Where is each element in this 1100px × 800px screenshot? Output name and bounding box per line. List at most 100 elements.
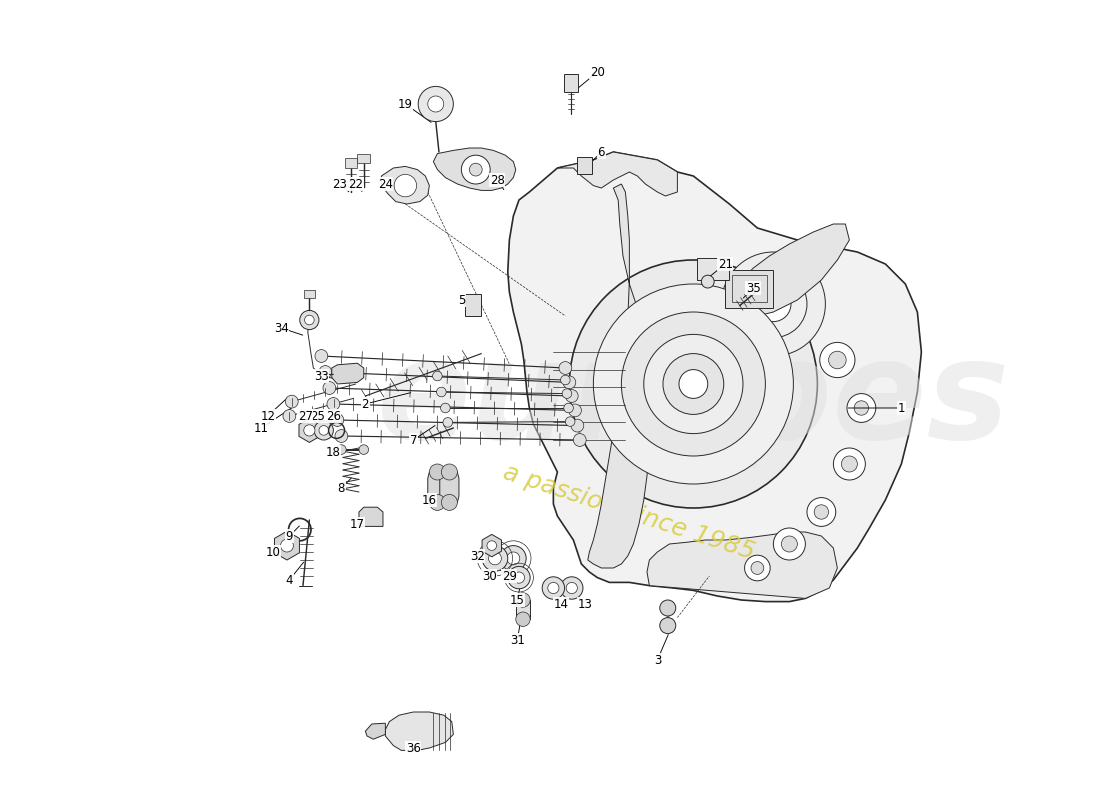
Text: 24: 24 — [378, 178, 393, 190]
Circle shape — [548, 582, 559, 594]
Polygon shape — [440, 472, 459, 502]
Circle shape — [300, 310, 319, 330]
Text: 4: 4 — [286, 574, 293, 586]
Circle shape — [285, 395, 298, 408]
Circle shape — [561, 375, 570, 385]
Circle shape — [855, 401, 869, 415]
Circle shape — [315, 350, 328, 362]
Polygon shape — [587, 184, 652, 568]
Circle shape — [561, 577, 583, 599]
Circle shape — [337, 445, 346, 454]
Bar — [697, 258, 729, 280]
Polygon shape — [508, 152, 922, 602]
Circle shape — [781, 536, 798, 552]
Circle shape — [437, 387, 447, 397]
Bar — [725, 270, 773, 308]
Circle shape — [315, 421, 333, 440]
Circle shape — [542, 577, 564, 599]
Circle shape — [432, 371, 442, 381]
Circle shape — [280, 539, 294, 552]
Text: 8: 8 — [338, 482, 345, 494]
Circle shape — [428, 96, 443, 112]
Text: 9: 9 — [286, 530, 293, 542]
Text: 30: 30 — [482, 570, 497, 582]
Text: 11: 11 — [254, 422, 268, 434]
Bar — [564, 74, 579, 92]
Bar — [358, 154, 371, 163]
Polygon shape — [433, 148, 516, 190]
Text: 33: 33 — [314, 370, 329, 382]
Text: 6: 6 — [597, 146, 605, 158]
Circle shape — [441, 464, 458, 480]
Text: 20: 20 — [590, 66, 605, 78]
Text: 10: 10 — [266, 546, 280, 558]
Circle shape — [569, 404, 582, 417]
Text: 19: 19 — [398, 98, 412, 110]
Circle shape — [359, 445, 369, 454]
Circle shape — [847, 394, 876, 422]
Circle shape — [828, 351, 846, 369]
Text: 18: 18 — [326, 446, 341, 458]
Text: 13: 13 — [578, 598, 593, 610]
Circle shape — [507, 552, 520, 565]
Circle shape — [621, 312, 766, 456]
Circle shape — [773, 528, 805, 560]
Circle shape — [820, 342, 855, 378]
Circle shape — [702, 275, 714, 288]
Circle shape — [516, 593, 530, 607]
Circle shape — [565, 417, 575, 426]
Circle shape — [508, 566, 530, 589]
Circle shape — [470, 163, 482, 176]
Circle shape — [751, 562, 763, 574]
Circle shape — [745, 555, 770, 581]
Circle shape — [304, 425, 315, 436]
Text: 22: 22 — [349, 178, 363, 190]
Circle shape — [500, 546, 526, 571]
Text: 16: 16 — [422, 494, 437, 506]
Polygon shape — [647, 532, 837, 598]
Circle shape — [565, 390, 579, 402]
Text: europes: europes — [376, 333, 1010, 467]
Circle shape — [559, 362, 572, 374]
Circle shape — [571, 419, 584, 432]
Bar — [732, 275, 767, 302]
Text: 26: 26 — [326, 410, 341, 422]
Text: 32: 32 — [470, 550, 485, 562]
Text: a passion since 1985: a passion since 1985 — [500, 460, 758, 564]
Polygon shape — [365, 723, 385, 739]
Text: 34: 34 — [274, 322, 289, 334]
Circle shape — [331, 414, 344, 426]
Circle shape — [319, 366, 332, 378]
Bar — [465, 294, 482, 316]
Circle shape — [834, 448, 866, 480]
Text: 1: 1 — [898, 402, 905, 414]
Text: 36: 36 — [406, 742, 421, 754]
Polygon shape — [428, 472, 447, 502]
Circle shape — [327, 398, 340, 410]
Text: 15: 15 — [510, 594, 525, 606]
Circle shape — [394, 174, 417, 197]
Polygon shape — [359, 507, 383, 526]
Bar — [344, 158, 358, 168]
Circle shape — [441, 403, 450, 413]
Polygon shape — [558, 152, 678, 196]
Circle shape — [644, 334, 743, 434]
Circle shape — [514, 572, 525, 583]
Text: 14: 14 — [554, 598, 569, 610]
Text: 17: 17 — [350, 518, 365, 530]
Text: 27: 27 — [298, 410, 312, 422]
Circle shape — [429, 494, 446, 510]
Text: 3: 3 — [653, 654, 661, 666]
Text: 35: 35 — [746, 282, 761, 294]
Circle shape — [660, 600, 675, 616]
Text: 2: 2 — [362, 398, 370, 410]
Circle shape — [807, 498, 836, 526]
Text: 25: 25 — [310, 410, 324, 422]
Circle shape — [323, 382, 336, 394]
Text: 28: 28 — [490, 174, 505, 186]
Circle shape — [663, 354, 724, 414]
Polygon shape — [299, 418, 320, 442]
Circle shape — [756, 286, 791, 322]
Circle shape — [283, 410, 296, 422]
Circle shape — [488, 552, 502, 565]
